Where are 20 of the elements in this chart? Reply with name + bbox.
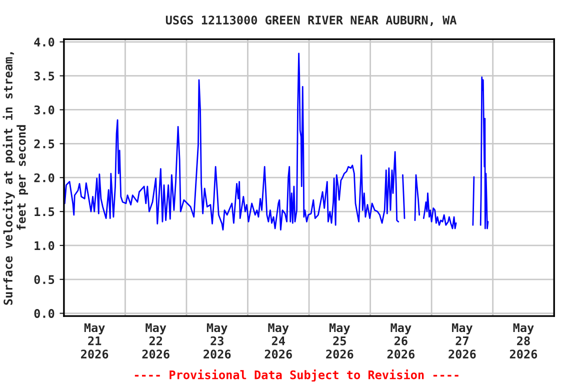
y-tick-label: 2.0 [34,173,54,182]
y-tick-label: 1.5 [34,207,54,216]
x-tick-label: May 25 2026 [326,323,354,359]
x-tick-label: May 24 2026 [264,323,292,359]
y-axis-title: Surface velocity at point in stream, feet per second [2,52,28,305]
x-tick-label: May 26 2026 [387,323,415,359]
y-tick-label: 3.5 [34,72,54,80]
y-tick-label: 2.5 [34,139,54,148]
x-tick-label: May 28 2026 [510,323,538,359]
x-tick-label: May 22 2026 [142,323,170,359]
chart-title: USGS 12113000 GREEN RIVER NEAR AUBURN, WA [166,16,457,26]
text: ---- Provisional Data Subject to Revision ---- [134,370,458,382]
y-tick-label: 4.0 [34,38,54,47]
y-tick-label: 0.0 [34,309,54,318]
x-tick-label: May 21 2026 [81,323,108,359]
y-tick-label: 3.0 [34,105,54,114]
y-tick-label: 0.5 [34,275,54,284]
y-tick-label: 1.0 [34,241,54,250]
x-tick-label: May 23 2026 [204,323,231,359]
x-tick-label: May 27 2026 [448,323,476,359]
